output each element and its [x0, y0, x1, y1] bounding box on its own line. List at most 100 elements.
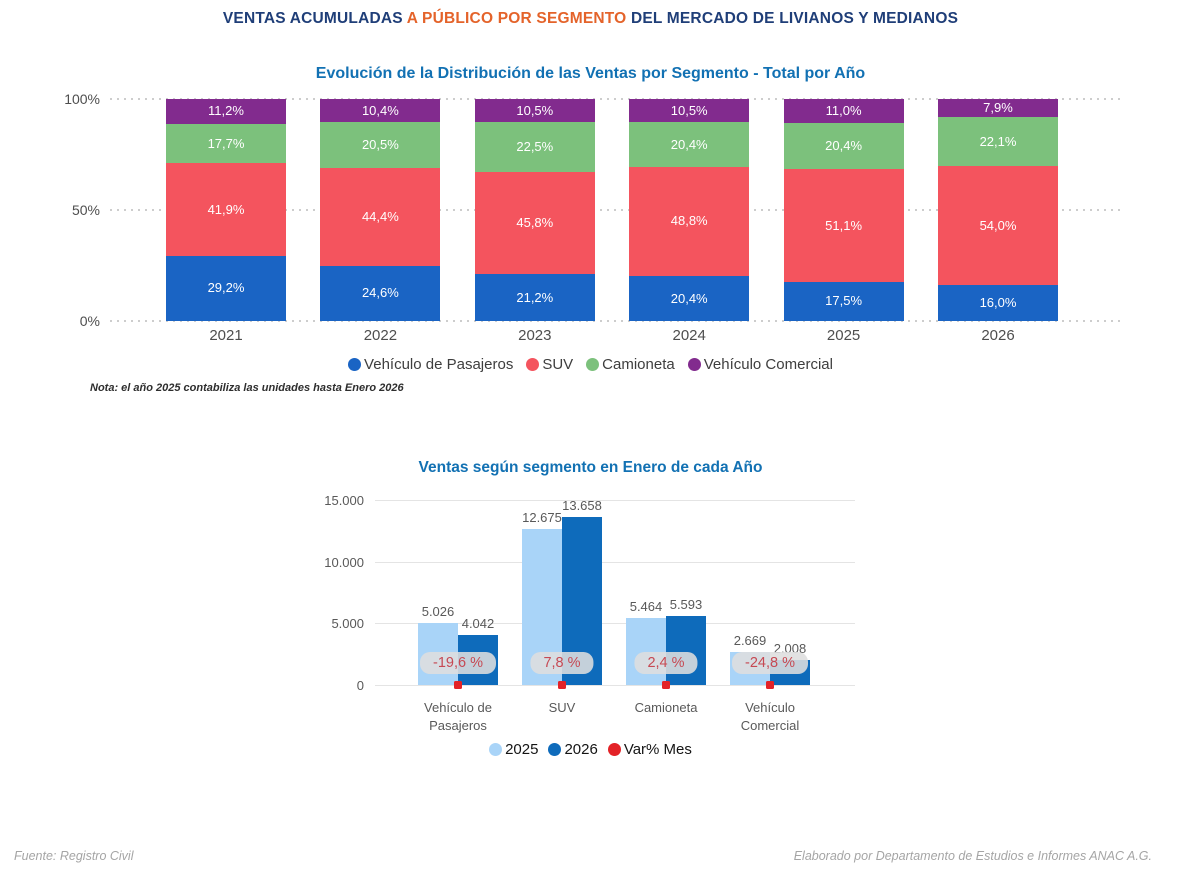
bar-segment-label: 44,4% [361, 208, 399, 224]
legend-swatch-2026 [548, 743, 562, 756]
x-axis-tick-label: Vehículo de Pasajeros [424, 700, 492, 733]
bar-segment-veh-culo-de-pasajeros[interactable] [938, 285, 1058, 321]
var-badge: -24,8 % [732, 652, 808, 674]
legend-label: Var% Mes [623, 741, 692, 758]
var-marker[interactable] [662, 681, 670, 689]
x-axis-tick-label: 2023 [518, 327, 552, 344]
bar-segment-label: 10,5% [670, 102, 708, 118]
legend-item-camioneta[interactable]: Camioneta [586, 356, 675, 373]
x-axis-tick-label: Camioneta [634, 700, 698, 715]
bar-segment-camioneta[interactable] [783, 123, 904, 169]
x-axis-tick-label: 2021 [209, 327, 243, 344]
legend-label: SUV [542, 356, 574, 373]
bar-segment-label: 51,1% [825, 217, 863, 233]
value-label: 12.675 [522, 509, 562, 525]
bar-segment-label: 24,6% [361, 285, 399, 301]
bar-segment-veh-culo-de-pasajeros[interactable] [783, 282, 904, 321]
bar-segment-camioneta[interactable] [938, 116, 1058, 166]
bar-segment-label: 22,1% [979, 133, 1017, 149]
bar-segment-camioneta[interactable] [629, 122, 750, 168]
bar-segment-label: 29,2% [207, 280, 245, 296]
x-axis-tick-label: 2022 [363, 327, 398, 344]
x-axis-tick-label: SUV [548, 700, 576, 715]
value-label: 5.593 [669, 597, 703, 613]
x-axis-tick-label: 2026 [981, 327, 1015, 344]
bar-segment-camioneta[interactable] [320, 122, 441, 168]
bar-2026-camioneta[interactable] [666, 616, 706, 685]
y-axis-tick-label: 0 [356, 678, 364, 693]
legend-item-veh-culo-comercial[interactable]: Vehículo Comercial [687, 356, 833, 373]
bar-segment-veh-culo-de-pasajeros[interactable] [629, 275, 750, 321]
legend-item-2026[interactable]: 2026 [548, 741, 598, 758]
bar-segment-label: 22,5% [516, 139, 554, 155]
grouped-chart-title: Ventas según segmento en Enero de cada A… [418, 459, 763, 476]
gridline [375, 561, 855, 563]
bar-segment-label: 17,7% [207, 135, 245, 151]
bar-segment-suv[interactable] [938, 165, 1058, 286]
bar-segment-label: 20,5% [361, 137, 399, 153]
legend-item-var-mes[interactable]: Var% Mes [607, 741, 692, 758]
value-label: 2.669 [733, 633, 767, 649]
var-badge: 2,4 % [634, 652, 698, 674]
value-label: 5.464 [629, 598, 663, 614]
bar-segment-veh-culo-de-pasajeros[interactable] [474, 273, 595, 321]
report-title: VENTAS ACUMULADAS A PÚBLICO POR SEGMENTO… [0, 10, 1181, 28]
bar-segment-suv[interactable] [629, 167, 750, 276]
bar-segment-veh-culo-comercial[interactable] [783, 99, 904, 124]
bar-segment-veh-culo-comercial[interactable] [474, 99, 595, 123]
var-marker[interactable] [558, 681, 566, 689]
legend-swatch-veh-culo-de-pasajeros [348, 358, 362, 371]
grouped-chart-legend: 2025 2026 Var% Mes [0, 741, 1181, 758]
bar-segment-camioneta[interactable] [474, 122, 595, 173]
bar-segment-label: 45,8% [516, 215, 554, 231]
legend-label: Camioneta [602, 356, 675, 373]
bar-segment-veh-culo-de-pasajeros[interactable] [320, 266, 441, 321]
bar-segment-veh-culo-comercial[interactable] [629, 98, 750, 123]
bar-segment-label: 54,0% [979, 217, 1017, 233]
gridline [375, 500, 855, 501]
gridline [110, 320, 1125, 322]
value-label: 13.658 [562, 497, 602, 513]
value-label: 4.042 [461, 616, 495, 632]
stacked-chart-legend: Vehículo de Pasajeros SUV Camioneta Vehícul… [0, 356, 1181, 373]
bar-segment-label: 10,5% [516, 103, 554, 118]
gridline [375, 623, 855, 625]
bar-segment-veh-culo-comercial[interactable] [166, 99, 286, 124]
var-marker[interactable] [766, 681, 774, 689]
x-axis-tick-label: 2024 [672, 327, 706, 344]
x-axis-tick-label: 2025 [826, 327, 861, 344]
var-badge: -19,6 % [420, 652, 496, 674]
bar-segment-suv[interactable] [166, 163, 286, 257]
stacked-chart-note: Nota: el año 2025 contabiliza las unidad… [90, 382, 404, 394]
y-axis-tick-label: 0% [79, 313, 100, 329]
bar-segment-camioneta[interactable] [166, 123, 286, 164]
report-title-part1: VENTAS ACUMULADAS [222, 10, 407, 27]
gridline [110, 209, 1125, 211]
legend-swatch-veh-culo-comercial [687, 358, 701, 371]
bar-segment-label: 41,9% [207, 202, 245, 218]
bar-segment-veh-culo-comercial[interactable] [320, 99, 441, 123]
y-axis-tick-label: 10.000 [324, 554, 364, 570]
bar-segment-label: 20,4% [825, 138, 863, 154]
bar-segment-label: 21,2% [516, 289, 554, 305]
bar-segment-label: 20,4% [670, 137, 708, 153]
legend-item-veh-culo-de-pasajeros[interactable]: Vehículo de Pasajeros [348, 356, 513, 373]
legend-swatch-2025 [489, 743, 503, 756]
y-axis-tick-label: 5.000 [331, 616, 364, 632]
bar-segment-suv[interactable] [783, 168, 904, 283]
bar-segment-veh-culo-de-pasajeros[interactable] [166, 256, 286, 321]
x-axis-tick-label: Vehículo Comercial [740, 700, 800, 733]
legend-item-2025[interactable]: 2025 [489, 741, 538, 758]
bar-segment-suv[interactable] [320, 167, 441, 267]
y-axis-tick-label: 15.000 [324, 493, 364, 508]
var-marker[interactable] [454, 681, 462, 689]
bar-segment-label: 16,0% [979, 295, 1017, 311]
gridline [110, 98, 1125, 100]
var-badge: 7,8 % [530, 652, 594, 674]
legend-item-suv[interactable]: SUV [526, 356, 573, 373]
bar-segment-suv[interactable] [474, 172, 595, 274]
bar-segment-veh-culo-comercial[interactable] [938, 99, 1058, 117]
bar-segment-label: 20,4% [670, 290, 708, 306]
